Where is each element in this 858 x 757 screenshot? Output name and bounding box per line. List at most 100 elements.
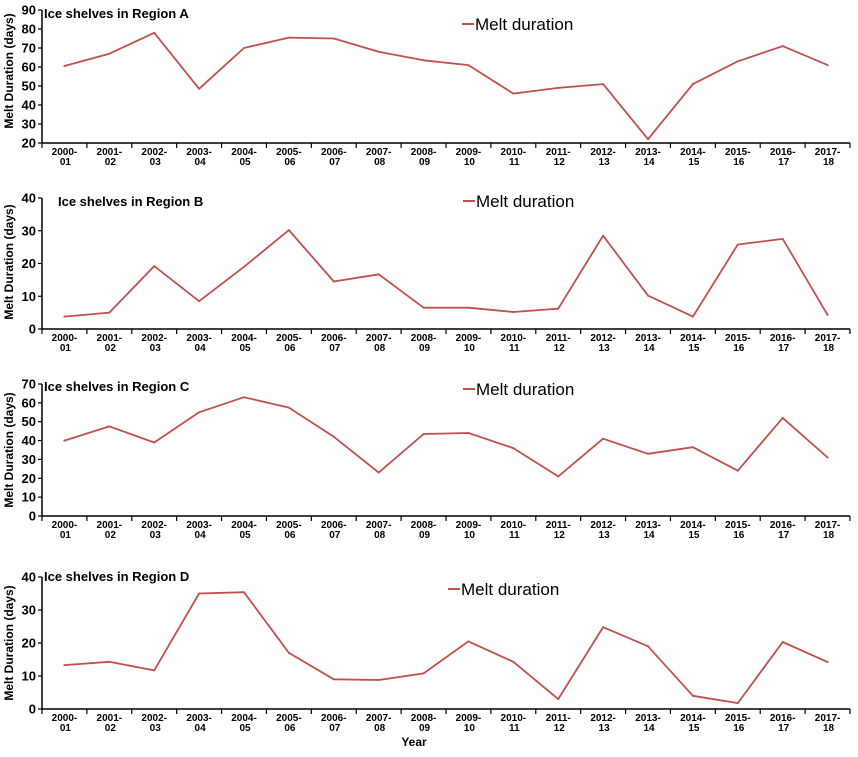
x-tick-label: 12 [554, 157, 566, 168]
data-point [512, 311, 515, 313]
x-tick-label: 01 [60, 343, 72, 354]
x-tick-label: 2005- [276, 147, 302, 158]
x-tick-label: 14 [643, 343, 655, 354]
x-tick-label: 2015- [725, 520, 751, 531]
data-point [647, 294, 649, 297]
x-tick-label: 07 [329, 723, 341, 734]
x-tick-label: 17 [778, 343, 790, 354]
x-tick-label: 2004- [231, 333, 257, 344]
data-point [153, 669, 156, 672]
x-tick-label: 2012- [590, 147, 616, 158]
x-tick-label: 2014- [680, 333, 706, 344]
x-tick-label: 16 [733, 530, 745, 541]
data-point [198, 411, 201, 414]
data-point [287, 36, 290, 39]
data-point [781, 416, 784, 419]
x-tick-label: 2003- [186, 713, 212, 724]
x-axis-title: Year [401, 735, 427, 749]
x-tick-label: 18 [823, 157, 835, 168]
series-line-melt-duration [64, 31, 828, 141]
x-tick-label: 14 [643, 157, 655, 168]
x-tick-label: 09 [419, 530, 431, 541]
data-point [198, 87, 201, 90]
x-tick-label: 2017- [815, 333, 841, 344]
panel-title: Ice shelves in Region A [44, 6, 189, 21]
x-tick-label: 2013- [635, 713, 661, 724]
data-point [691, 315, 694, 318]
data-point [377, 273, 380, 276]
x-tick-label: 2010- [501, 520, 527, 531]
x-tick-label: 2000- [52, 147, 78, 158]
x-tick-label: 09 [419, 343, 431, 354]
y-tick-label: 50 [22, 79, 36, 94]
x-tick-label: 01 [60, 530, 72, 541]
x-tick-label: 02 [105, 530, 117, 541]
data-point [243, 591, 245, 594]
x-tick-label: 2011- [546, 333, 571, 344]
x-tick-label: 2007- [366, 520, 392, 531]
x-tick-label: 02 [105, 157, 117, 168]
panel-title: Ice shelves in Region B [58, 194, 203, 209]
data-point [243, 265, 245, 268]
x-tick-label: 2012- [590, 520, 616, 531]
data-point [647, 138, 649, 141]
x-tick-label: 2000- [52, 520, 78, 531]
x-tick-label: 2016- [770, 713, 796, 724]
y-tick-label: 0 [29, 322, 36, 337]
panel-title: Ice shelves in Region C [44, 379, 190, 394]
x-tick-label: 05 [239, 157, 251, 168]
x-tick-label: 07 [329, 157, 341, 168]
data-point [781, 641, 784, 643]
x-tick-label: 11 [509, 723, 520, 734]
x-tick-label: 2011- [546, 147, 571, 158]
x-tick-label: 03 [150, 723, 162, 734]
data-point [63, 65, 66, 67]
data-point [736, 243, 739, 246]
x-tick-label: 2009- [456, 713, 482, 724]
data-point [826, 661, 829, 664]
data-point [332, 678, 335, 681]
x-tick-label: 2001- [97, 147, 123, 158]
data-point [108, 660, 111, 663]
x-tick-label: 05 [239, 530, 251, 541]
data-point [557, 698, 560, 701]
x-tick-label: 2009- [456, 520, 482, 531]
x-tick-label: 13 [599, 157, 611, 168]
x-tick-label: 2016- [770, 333, 796, 344]
x-tick-label: 2015- [725, 147, 751, 158]
y-tick-label: 90 [22, 3, 36, 18]
x-tick-label: 08 [374, 343, 386, 354]
x-tick-label: 16 [733, 157, 745, 168]
legend-label: Melt duration [476, 380, 574, 399]
x-tick-label: 2009- [456, 333, 482, 344]
x-tick-label: 04 [195, 157, 207, 168]
x-tick-label: 2013- [635, 147, 661, 158]
y-tick-label: 60 [22, 60, 36, 75]
data-point [826, 64, 829, 67]
data-point [781, 237, 784, 240]
x-tick-label: 10 [464, 343, 476, 354]
x-tick-label: 07 [329, 343, 341, 354]
data-point [287, 229, 290, 232]
data-point [153, 31, 156, 34]
x-tick-label: 2000- [52, 713, 78, 724]
data-point [781, 45, 784, 48]
data-point [467, 64, 470, 67]
x-tick-label: 2017- [815, 713, 841, 724]
legend-label: Melt duration [475, 15, 573, 34]
x-tick-label: 04 [195, 343, 207, 354]
data-point [467, 432, 470, 434]
data-point [287, 651, 290, 654]
data-point [63, 315, 66, 318]
x-tick-label: 2009- [456, 147, 482, 158]
x-tick-label: 2001- [97, 333, 123, 344]
x-tick-label: 2012- [590, 713, 616, 724]
y-tick-label: 40 [22, 191, 36, 206]
x-tick-label: 2004- [231, 147, 257, 158]
series-line-melt-duration [64, 396, 829, 478]
x-tick-label: 2016- [770, 147, 796, 158]
x-tick-label: 2006- [321, 713, 347, 724]
series-line-melt-duration [64, 229, 829, 318]
data-point [243, 396, 245, 399]
data-point [736, 702, 739, 705]
